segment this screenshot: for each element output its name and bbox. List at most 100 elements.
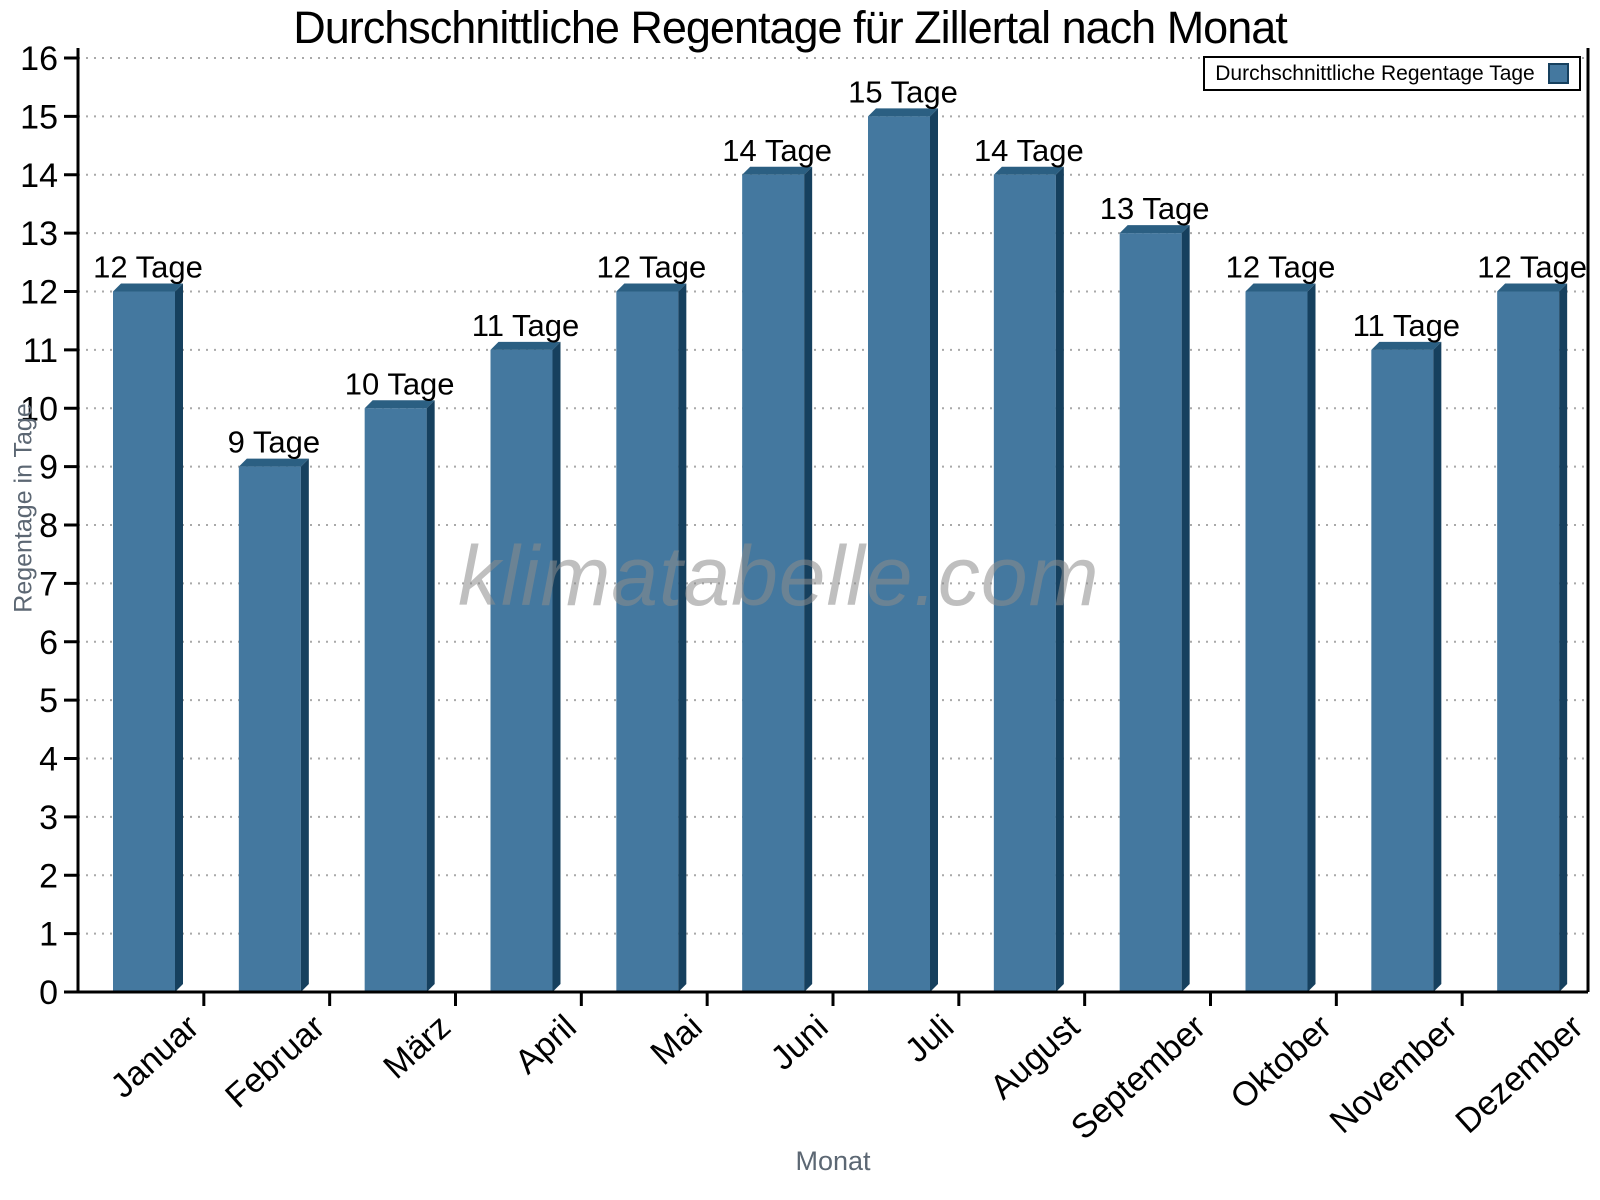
bar-top-bevel: [742, 166, 813, 175]
bar-face: [364, 408, 427, 992]
bar-top-bevel: [364, 400, 435, 409]
bar-top-bevel: [616, 283, 687, 292]
bar-mai: 12 Tage: [596, 250, 706, 992]
bar-face: [616, 291, 679, 992]
x-tick-label-april: April: [508, 1008, 584, 1082]
bar-september: 13 Tage: [1100, 191, 1210, 992]
bar-august: 14 Tage: [974, 133, 1084, 992]
y-tick-label: 9: [39, 449, 58, 487]
bar-value-label: 12 Tage: [1477, 250, 1587, 285]
bar-side-bevel: [426, 400, 435, 992]
bar-top-bevel: [1119, 225, 1190, 234]
bar-face: [868, 116, 930, 992]
bar-side-bevel: [804, 166, 813, 992]
y-tick-label: 4: [39, 741, 58, 779]
bar-value-label: 13 Tage: [1100, 191, 1210, 226]
bar-februar: 9 Tage: [228, 425, 321, 992]
bar-side-bevel: [930, 108, 938, 992]
bar-face: [1245, 291, 1308, 992]
bar-value-label: 9 Tage: [228, 425, 321, 460]
y-tick-label: 8: [39, 507, 58, 545]
x-tick-label-juni: Juni: [764, 1008, 836, 1078]
x-tick-label-januar: Januar: [104, 1008, 207, 1106]
y-tick-label: 12: [20, 274, 58, 312]
bar-value-label: 11 Tage: [1353, 308, 1460, 343]
bar-juli: 15 Tage: [848, 74, 958, 992]
bar-side-bevel: [1559, 283, 1568, 992]
bar-januar: 12 Tage: [93, 250, 203, 992]
bar-top-bevel: [1371, 341, 1442, 350]
y-tick-label: 0: [39, 974, 58, 1012]
y-axis-title: Regentage in Tage: [9, 403, 38, 613]
y-tick-label: 14: [20, 157, 58, 195]
x-tick-label-oktober: Oktober: [1223, 1008, 1338, 1117]
y-tick-label: 1: [39, 916, 58, 954]
bar-side-bevel: [300, 458, 309, 992]
bar-face: [113, 291, 175, 992]
bar-face: [1119, 233, 1182, 992]
y-tick-label: 3: [39, 799, 58, 837]
chart-title: Durchschnittliche Regentage für Zillerta…: [293, 2, 1288, 53]
bar-top-bevel: [1245, 283, 1316, 292]
x-tick-label-dezember: Dezember: [1448, 1008, 1590, 1141]
bar-juni: 14 Tage: [722, 133, 832, 992]
x-tick-label-märz: März: [376, 1008, 458, 1087]
bar-side-bevel: [1055, 166, 1064, 992]
bar-face: [1371, 349, 1434, 992]
y-tick-label: 15: [20, 98, 58, 136]
x-axis-title: Monat: [795, 1146, 871, 1176]
bar-side-bevel: [1307, 283, 1316, 992]
bar-top-bevel: [993, 166, 1064, 175]
y-tick-label: 5: [39, 682, 58, 720]
x-tick-label-februar: Februar: [218, 1008, 332, 1116]
x-tick-label-juli: Juli: [898, 1008, 961, 1070]
bar-value-label: 14 Tage: [974, 133, 1084, 168]
x-tick-label-november: November: [1323, 1008, 1465, 1141]
bar-face: [490, 349, 553, 992]
y-tick-label: 7: [39, 565, 58, 603]
bar-side-bevel: [1433, 341, 1442, 992]
legend-label: Durchschnittliche Regentage Tage: [1215, 61, 1535, 85]
bar-november: 11 Tage: [1353, 308, 1460, 992]
y-tick-label: 11: [23, 332, 58, 370]
bar-value-label: 11 Tage: [472, 308, 579, 343]
bar-april: 11 Tage: [472, 308, 579, 992]
bars: 12 Tage 9 Tage 10 Tage 11 Tage 12 Tage 14 Tag…: [93, 74, 1587, 992]
bar-oktober: 12 Tage: [1226, 250, 1336, 992]
bar-side-bevel: [552, 341, 561, 992]
x-tick-label-september: September: [1064, 1008, 1213, 1148]
bar-face: [993, 174, 1056, 992]
y-tick-label: 10: [20, 390, 58, 428]
bar-face: [742, 174, 805, 992]
bar-value-label: 15 Tage: [848, 74, 958, 109]
x-tick-label-august: August: [983, 1007, 1088, 1106]
bar-side-bevel: [175, 283, 183, 992]
bar-value-label: 12 Tage: [596, 250, 706, 285]
bar-top-bevel: [1497, 283, 1568, 292]
bar-top-bevel: [113, 283, 183, 292]
x-tick-label-mai: Mai: [643, 1008, 709, 1073]
bar-side-bevel: [678, 283, 687, 992]
bar-value-label: 12 Tage: [93, 250, 203, 285]
bar-face: [238, 466, 301, 992]
y-tick-label: 6: [39, 624, 58, 662]
bar-side-bevel: [1181, 225, 1190, 992]
bar-märz: 10 Tage: [345, 366, 455, 992]
bar-top-bevel: [868, 108, 938, 117]
bar-dezember: 12 Tage: [1477, 250, 1587, 992]
legend-swatch: [1547, 63, 1569, 84]
bar-face: [1497, 291, 1560, 992]
legend: Durchschnittliche Regentage Tage: [1203, 56, 1581, 91]
y-tick-label: 13: [20, 215, 58, 253]
x-axis-ticks: Januar Februar März April Mai Juni Juli AugustS…: [104, 992, 1590, 1148]
bar-top-bevel: [238, 458, 309, 467]
bar-value-label: 10 Tage: [345, 366, 455, 401]
bar-value-label: 12 Tage: [1226, 250, 1336, 285]
bar-value-label: 14 Tage: [722, 133, 832, 168]
y-tick-label: 16: [20, 40, 58, 78]
y-tick-label: 2: [39, 857, 58, 895]
bar-top-bevel: [490, 341, 561, 350]
